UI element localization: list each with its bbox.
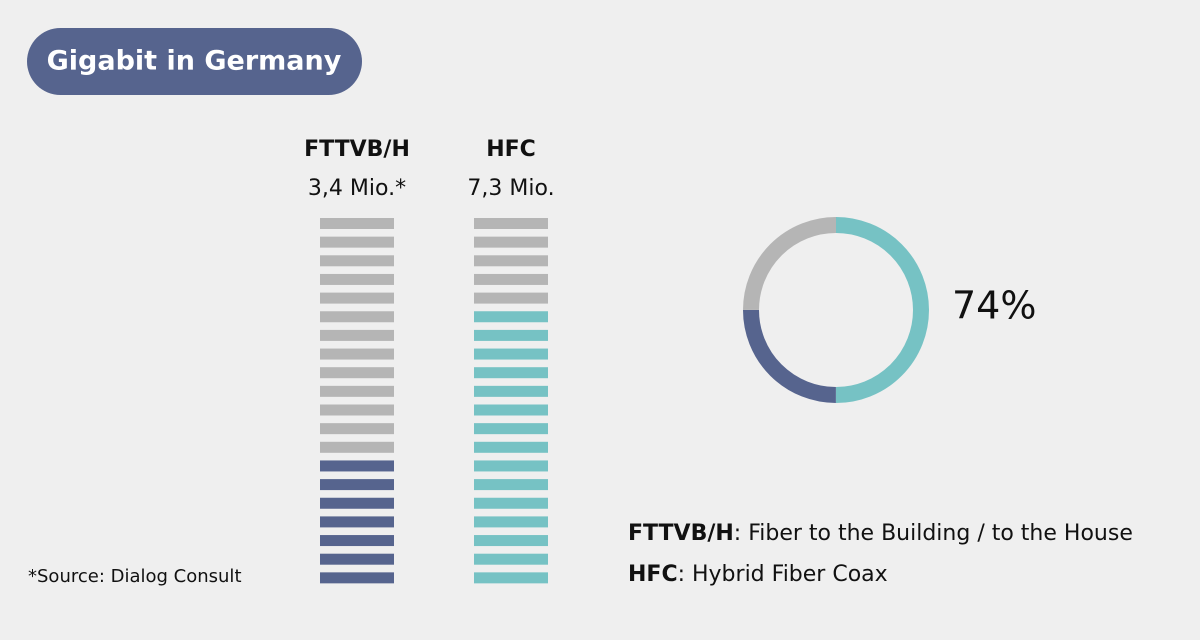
unit-filled xyxy=(474,572,548,584)
column-name: HFC xyxy=(486,137,536,162)
donut-segment xyxy=(743,217,929,403)
legend-term: HFC xyxy=(628,562,678,587)
unit-filled xyxy=(474,460,548,472)
title-pill xyxy=(27,28,362,95)
unit-filled xyxy=(320,553,394,565)
legend-entry: FTTVB/H: Fiber to the Building / to the … xyxy=(628,521,1133,546)
unit-filled xyxy=(474,441,548,453)
donut-label: 74% xyxy=(952,284,1036,328)
unit-empty xyxy=(320,311,394,323)
column-value: 7,3 Mio. xyxy=(467,176,554,201)
title: Gigabit in Germany xyxy=(47,46,342,77)
unit-filled xyxy=(474,329,548,341)
legend-text: : Fiber to the Building / to the House xyxy=(734,521,1133,546)
unit-empty xyxy=(320,385,394,397)
unit-empty xyxy=(320,218,394,229)
unit-empty xyxy=(474,292,548,304)
legend-entry: HFC: Hybrid Fiber Coax xyxy=(628,562,888,587)
unit-filled xyxy=(320,516,394,528)
unit-filled xyxy=(474,423,548,435)
unit-filled xyxy=(320,460,394,472)
unit-filled xyxy=(474,497,548,509)
unit-empty xyxy=(320,273,394,285)
unit-empty xyxy=(320,329,394,341)
unit-empty xyxy=(474,236,548,248)
unit-filled xyxy=(320,497,394,509)
column-name: FTTVB/H xyxy=(304,137,410,162)
unit-filled xyxy=(320,572,394,584)
donut-segment xyxy=(743,217,929,403)
unit-empty xyxy=(320,404,394,416)
unit-empty xyxy=(474,273,548,285)
legend-text: : Hybrid Fiber Coax xyxy=(678,562,888,587)
unit-filled xyxy=(474,535,548,547)
unit-filled xyxy=(474,367,548,379)
unit-filled xyxy=(474,311,548,323)
unit-empty xyxy=(320,236,394,248)
column-value: 3,4 Mio.* xyxy=(308,176,406,201)
legend-term: FTTVB/H xyxy=(628,521,734,546)
unit-empty xyxy=(320,423,394,435)
unit-filled xyxy=(474,404,548,416)
unit-empty xyxy=(320,292,394,304)
unit-empty xyxy=(320,367,394,379)
unit-empty xyxy=(320,255,394,267)
unit-empty xyxy=(320,441,394,453)
unit-filled xyxy=(474,385,548,397)
unit-empty xyxy=(474,218,548,229)
unit-filled xyxy=(474,553,548,565)
unit-filled xyxy=(474,348,548,360)
unit-filled xyxy=(474,479,548,491)
unit-filled xyxy=(474,516,548,528)
unit-empty xyxy=(474,255,548,267)
unit-filled xyxy=(320,479,394,491)
unit-filled xyxy=(320,535,394,547)
source-note: *Source: Dialog Consult xyxy=(28,566,242,587)
unit-empty xyxy=(320,348,394,360)
